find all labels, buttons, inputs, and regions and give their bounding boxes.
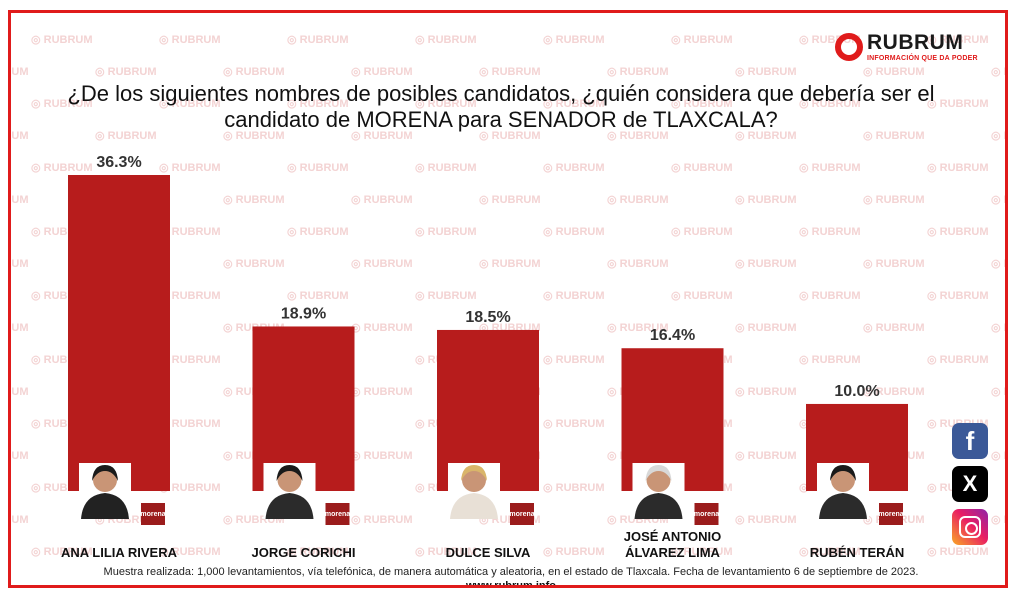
value-label-3: 18.5% — [465, 309, 510, 326]
instagram-icon[interactable] — [952, 509, 988, 545]
morena-badge-text-3: morena — [509, 511, 534, 518]
facebook-icon[interactable]: f — [952, 423, 988, 459]
candidate-name-2: JORGE CORICHI — [224, 545, 384, 561]
candidate-photo-4 — [632, 463, 685, 519]
morena-badge-5 — [879, 503, 903, 525]
morena-badge-3 — [510, 503, 534, 525]
survey-footnote: Muestra realizada: 1,000 levantamientos,… — [103, 566, 919, 578]
candidate-name-line: DULCE SILVA — [445, 545, 531, 560]
morena-badge-text-5: morena — [878, 511, 903, 518]
candidate-name-line: RUBÉN TERÁN — [809, 545, 905, 560]
website-link[interactable]: www.rubrum.info — [465, 580, 557, 588]
morena-badge-1 — [141, 503, 165, 525]
morena-badge-text-1: morena — [140, 511, 165, 518]
bar-1 — [68, 175, 170, 491]
rubrum-logo-icon — [835, 33, 863, 61]
bar-chart: 36.3% morena 18.9% morena 18.5% morena 16.4% mo… — [68, 154, 908, 525]
candidate-name-4: JOSÉ ANTONIO ÁLVAREZ LIMA — [593, 529, 753, 561]
candidate-photo-5 — [817, 463, 869, 519]
brand-tagline: INFORMACIÓN QUE DA PODER — [867, 55, 978, 62]
candidate-name-line: JOSÉ ANTONIO — [623, 529, 722, 544]
morena-badge-2 — [325, 503, 350, 525]
candidate-name-line: JORGE CORICHI — [251, 545, 356, 560]
candidate-photo-3 — [448, 463, 500, 519]
x-icon[interactable]: X — [952, 466, 988, 502]
candidate-name-line: ANA LILIA RIVERA — [60, 545, 178, 560]
value-label-5: 10.0% — [834, 383, 879, 400]
candidate-photo-1 — [79, 463, 131, 519]
chart-title: ¿De los siguientes nombres de posibles c… — [67, 81, 935, 132]
morena-badge-text-2: morena — [325, 511, 350, 518]
candidate-name-5: RUBÉN TERÁN — [777, 545, 937, 561]
rubrum-logo: RUBRUM INFORMACIÓN QUE DA PODER — [835, 29, 985, 65]
value-label-1: 36.3% — [96, 154, 141, 171]
candidate-name-3: DULCE SILVA — [408, 545, 568, 561]
candidate-name-line: ÁLVAREZ LIMA — [625, 545, 720, 560]
morena-badge-4 — [694, 503, 719, 525]
chart-frame: ◎ RUBRUM ◎ RUBRUM ◎ RUBRUM ◎ RUBRUM ◎ RUBRUM… — [8, 10, 1008, 588]
candidate-name-1: ANA LILIA RIVERA — [39, 545, 199, 561]
candidate-photo-2 — [263, 463, 316, 519]
brand-name: RUBRUM — [867, 31, 964, 54]
value-label-4: 16.4% — [650, 327, 695, 344]
morena-badge-text-4: morena — [694, 511, 719, 518]
value-label-2: 18.9% — [281, 305, 326, 322]
